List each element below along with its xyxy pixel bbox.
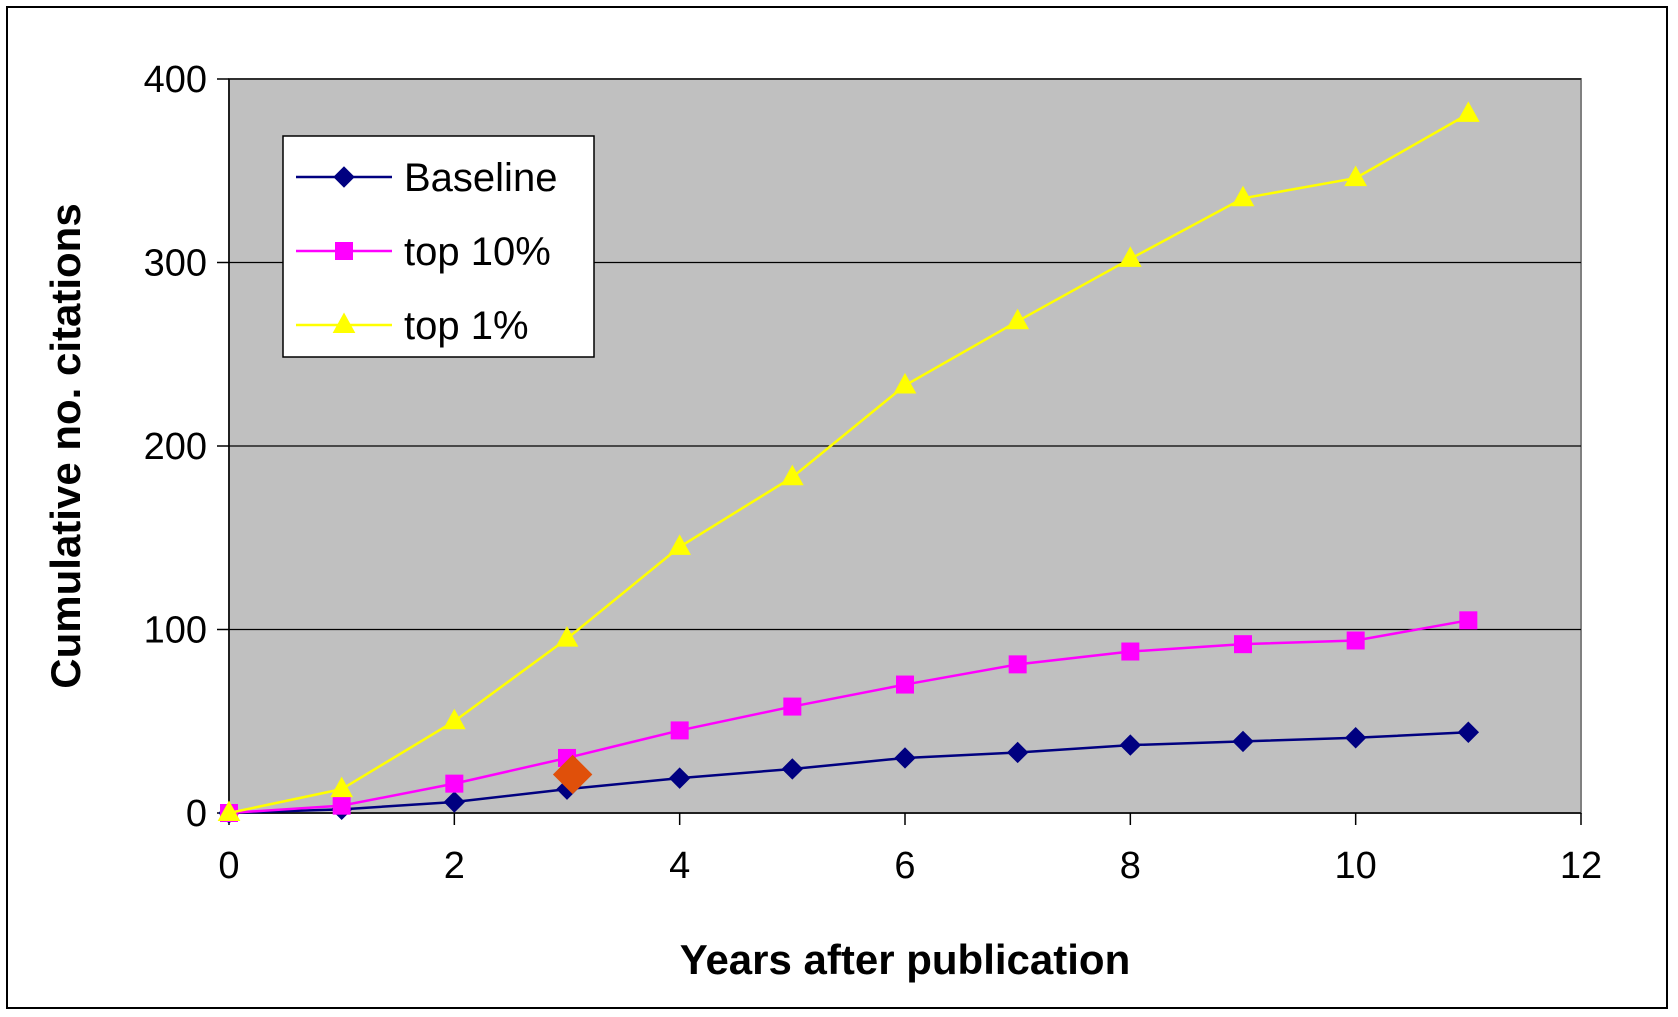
y-tick-label: 400	[144, 59, 207, 101]
data-point	[1121, 642, 1140, 661]
legend-label: top 1%	[404, 304, 529, 348]
legend-marker	[333, 166, 355, 188]
data-point	[1231, 185, 1255, 207]
data-point	[668, 534, 692, 555]
data-point	[896, 675, 914, 694]
data-point	[1344, 727, 1367, 749]
legend-label: top 10%	[404, 230, 551, 274]
data-point	[445, 774, 464, 793]
data-point	[1006, 741, 1029, 764]
data-point	[670, 721, 689, 740]
data-point	[332, 796, 351, 815]
data-point	[1119, 734, 1142, 756]
data-point	[1008, 655, 1027, 674]
x-tick-label: 6	[894, 845, 915, 887]
data-point	[1118, 246, 1142, 267]
data-point	[330, 776, 354, 798]
data-point	[443, 791, 466, 813]
x-tick-labels: 0 2 4 6 8 10 12	[218, 845, 1602, 887]
x-tick-label: 0	[218, 845, 239, 887]
legend-marker	[332, 312, 356, 333]
y-tick-labels: 0 100 200 300 400	[144, 59, 207, 835]
series-line	[228, 731, 1469, 815]
legend-item: top 1%	[296, 304, 529, 348]
legend-label: Baseline	[404, 156, 557, 200]
data-point	[1344, 165, 1368, 187]
data-point	[783, 697, 802, 716]
data-point	[1346, 631, 1365, 650]
data-point	[668, 767, 691, 789]
legend-items: Baseline top 10% top 1%	[296, 156, 557, 348]
axes	[217, 78, 1582, 825]
highlight-layer	[552, 754, 593, 795]
y-tick-label: 200	[144, 426, 207, 468]
x-tick-label: 10	[1335, 845, 1377, 887]
x-tick-label: 4	[669, 845, 690, 887]
y-tick-label: 300	[144, 243, 207, 285]
series-layer	[217, 101, 1480, 824]
data-point	[1456, 101, 1480, 122]
data-point	[1232, 730, 1254, 753]
y-tick-label: 0	[186, 793, 207, 835]
series-top-1-	[217, 101, 1480, 821]
data-point	[1457, 721, 1480, 743]
y-tick-label: 100	[144, 610, 207, 652]
series-line	[228, 619, 1469, 815]
data-point	[1234, 635, 1252, 654]
data-point	[893, 372, 917, 394]
data-point	[1006, 308, 1030, 330]
legend-box	[282, 135, 595, 358]
series-line	[228, 112, 1469, 815]
y-axis-title: Cumulative no. citations	[42, 203, 89, 688]
highlight-point	[552, 754, 593, 795]
legend: Baseline top 10% top 1%	[282, 135, 595, 358]
legend-marker	[335, 242, 353, 260]
x-tick-label: 2	[444, 845, 465, 887]
data-point	[781, 758, 804, 780]
x-tick-label: 12	[1560, 845, 1602, 887]
x-axis-title: Years after publication	[680, 936, 1130, 983]
data-point	[1459, 611, 1478, 630]
x-tick-label: 8	[1120, 845, 1141, 887]
data-point	[442, 708, 466, 730]
legend-item: Baseline	[296, 156, 557, 200]
data-point	[217, 800, 241, 821]
data-point	[894, 747, 916, 769]
legend-item: top 10%	[296, 230, 551, 274]
data-point	[780, 464, 804, 486]
gridlines	[229, 78, 1581, 631]
series-top-10-	[220, 611, 1478, 822]
data-point	[555, 626, 579, 647]
